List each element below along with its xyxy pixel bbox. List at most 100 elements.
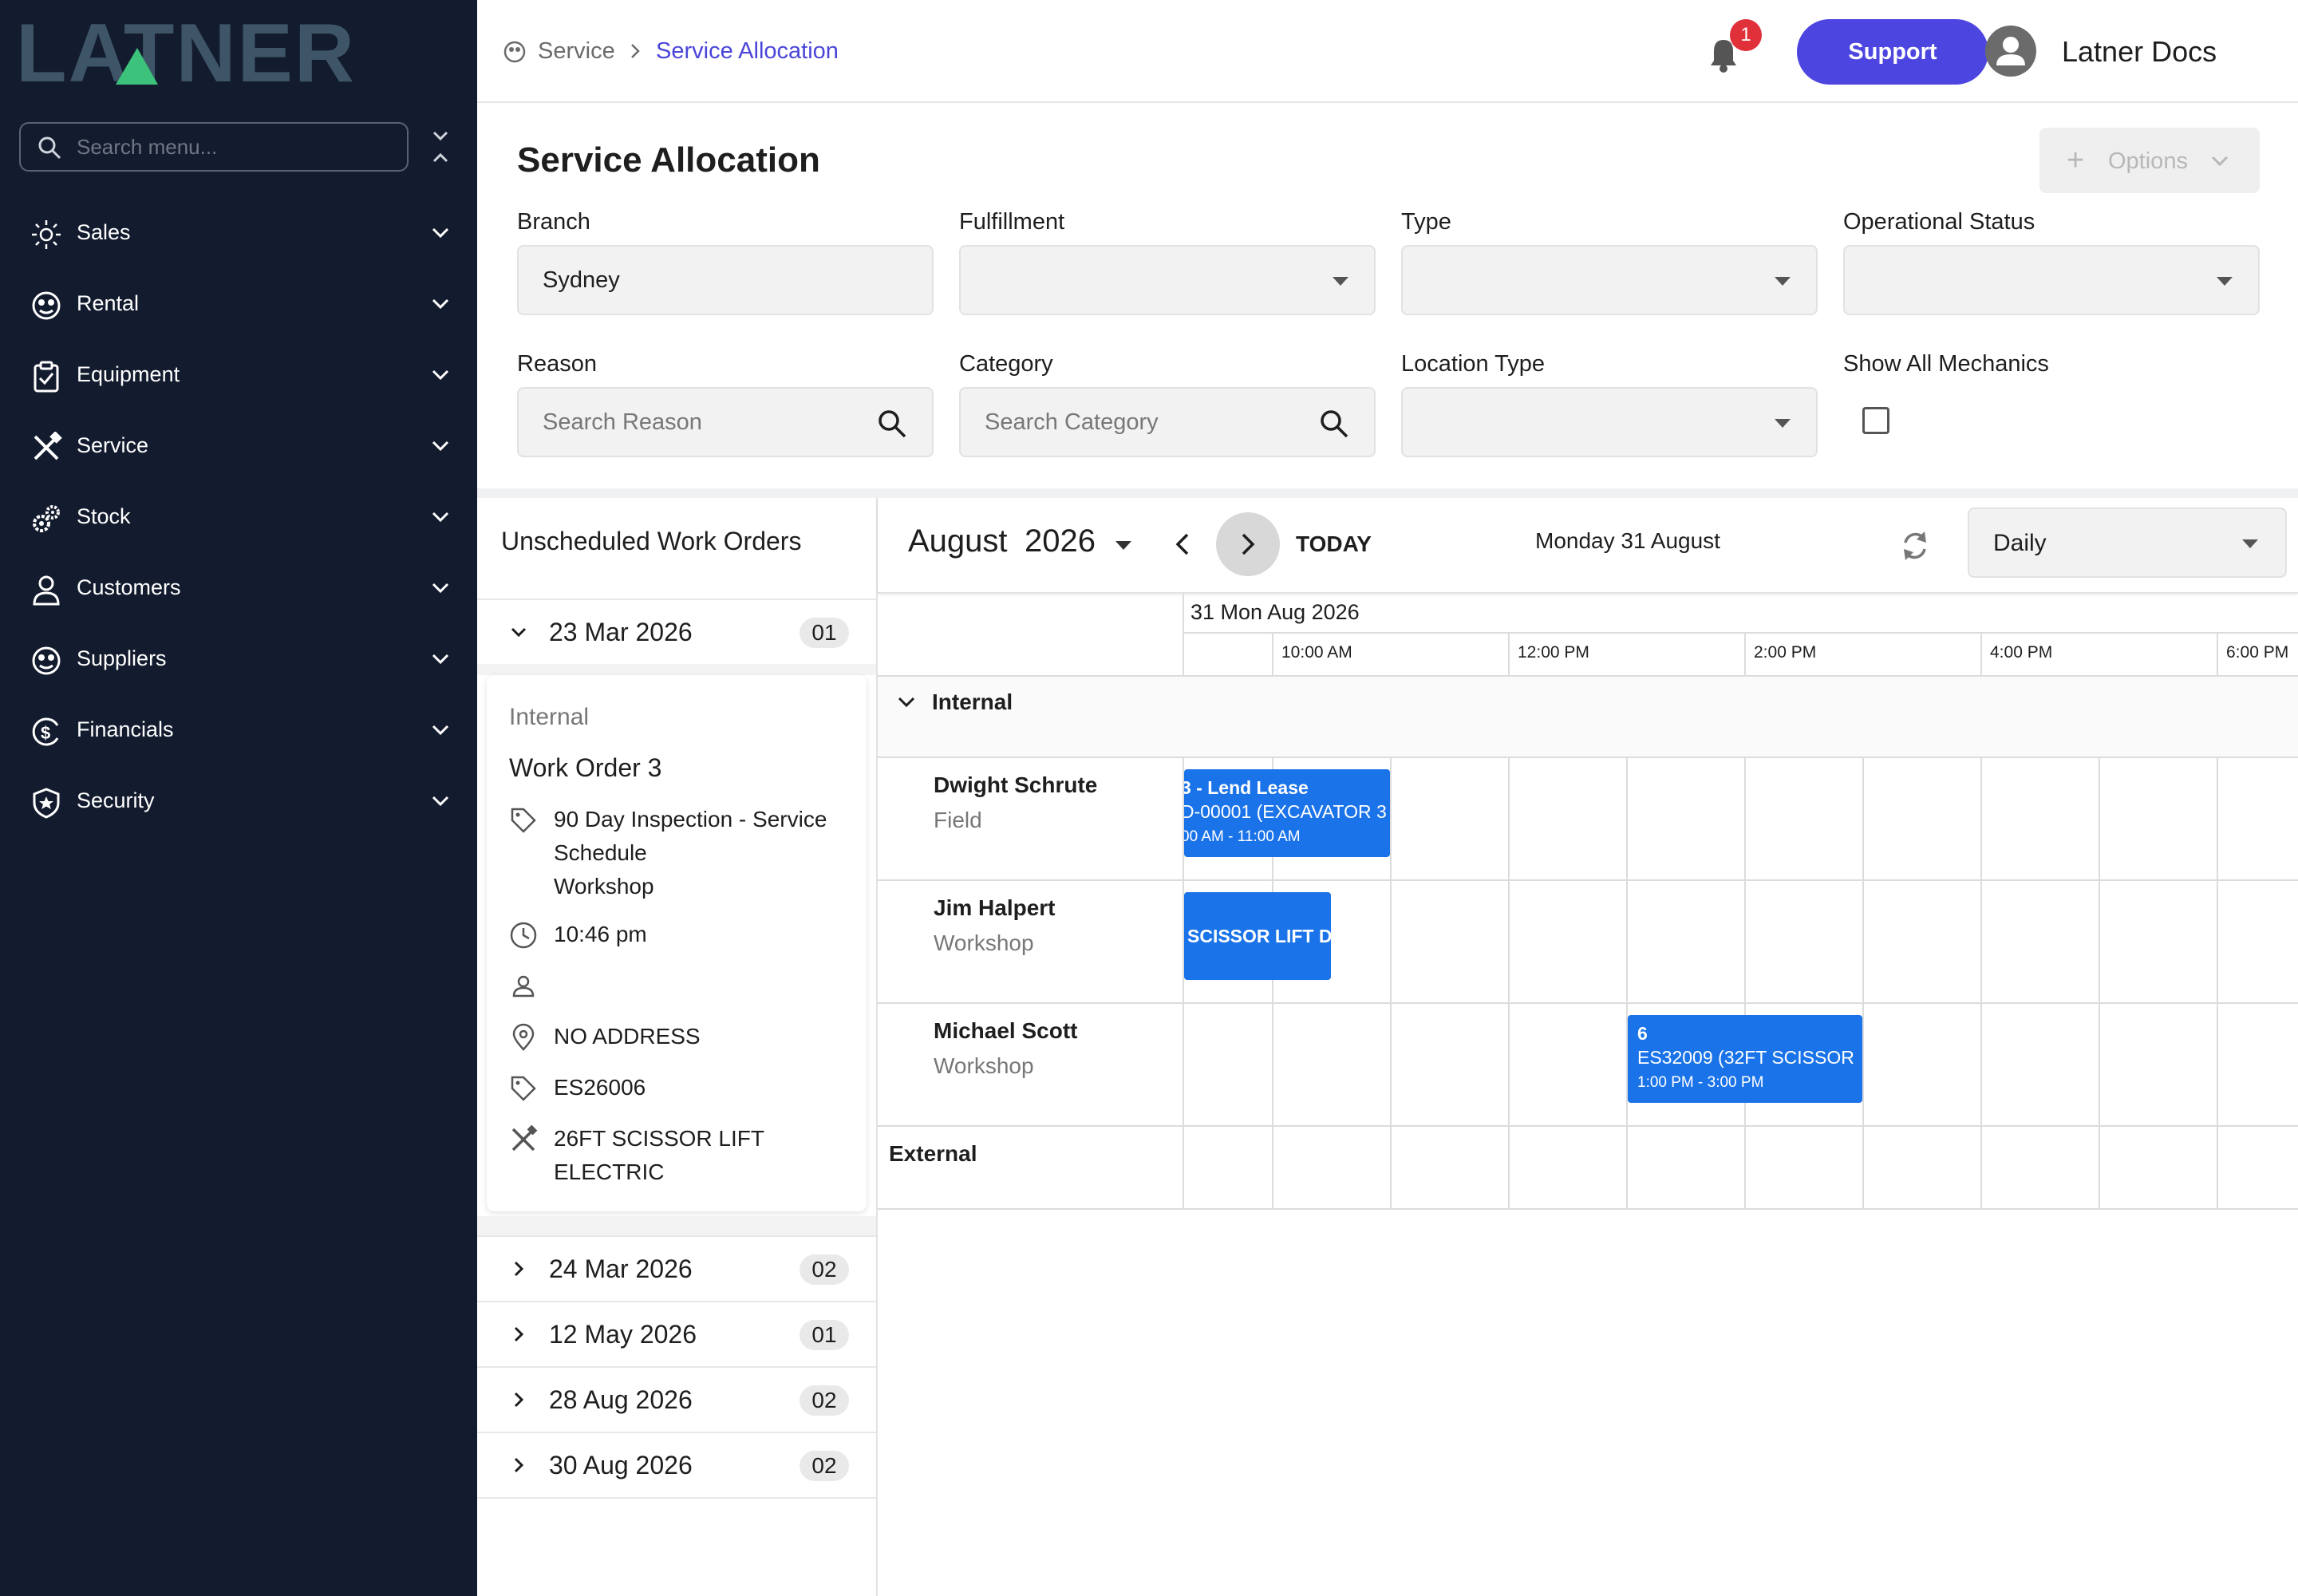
sidebar-item-sales[interactable]: Sales	[0, 204, 477, 262]
sidebar-item-label: Equipment	[77, 362, 180, 386]
breadcrumb-service[interactable]: Service	[538, 38, 615, 64]
support-button[interactable]: Support	[1797, 19, 1988, 85]
next-period-button[interactable]	[1216, 512, 1280, 576]
sidebar-item-equipment[interactable]: Equipment	[0, 346, 477, 404]
user-avatar-icon[interactable]	[1985, 26, 2036, 77]
refresh-icon[interactable]	[1897, 527, 1933, 565]
chevron-down-icon	[432, 369, 449, 381]
search-icon[interactable]	[1318, 408, 1350, 440]
fulfillment-select[interactable]	[959, 245, 1376, 315]
calendar-toolbar: August 2026 TODAY Monday 31 August Daily	[878, 498, 2298, 594]
grid-line	[1626, 675, 1628, 1208]
scheduled-event[interactable]: 6 ES32009 (32FT SCISSOR 1:00 PM - 3:00 P…	[1628, 1015, 1862, 1103]
reason-placeholder: Search Reason	[543, 409, 702, 435]
inspection-line-3: Workshop	[554, 874, 654, 899]
scheduled-event[interactable]: 3 - Lend Lease D-00001 (EXCAVATOR 3 00 A…	[1184, 769, 1390, 857]
sidebar-item-security[interactable]: Security	[0, 772, 477, 830]
today-button[interactable]: TODAY	[1296, 531, 1372, 556]
tools-icon	[511, 1125, 538, 1152]
chevron-left-icon[interactable]	[1173, 530, 1192, 559]
breadcrumb-service-allocation[interactable]: Service Allocation	[656, 38, 839, 64]
work-order-card[interactable]: Internal Work Order 3 90 Day Inspection …	[487, 675, 867, 1211]
work-order-time: 10:46 pm	[554, 922, 647, 946]
operational-status-label: Operational Status	[1843, 209, 2035, 235]
calendar-month[interactable]: August	[908, 523, 1008, 559]
rental-icon	[32, 291, 61, 320]
chevron-down-icon	[432, 440, 449, 452]
chevron-down-icon	[432, 654, 449, 665]
inspection-line-1: 90 Day Inspection - Service	[554, 807, 827, 832]
sidebar-item-financials[interactable]: $ Financials	[0, 701, 477, 759]
location-type-label: Location Type	[1401, 351, 1546, 377]
type-select[interactable]	[1401, 245, 1818, 315]
branch-value: Sydney	[543, 267, 620, 293]
inspection-line-2: Schedule	[554, 840, 647, 865]
time-label: 12:00 PM	[1518, 643, 1589, 662]
calendar-year[interactable]: 2026	[1025, 523, 1096, 559]
collapse-icon[interactable]	[428, 129, 453, 164]
mechanic-location: Workshop	[934, 930, 1034, 955]
mechanic-name: Dwight Schrute	[934, 772, 1098, 797]
sidebar-item-label: Rental	[77, 291, 140, 315]
work-order-asset-line-2: ELECTRIC	[554, 1159, 665, 1184]
work-order-date-group[interactable]: 24 Mar 2026 02	[477, 1235, 876, 1299]
card-background	[477, 1216, 876, 1235]
group-count-badge: 02	[800, 1451, 849, 1481]
work-order-asset-code: ES26006	[554, 1075, 646, 1100]
options-button[interactable]: + Options	[2039, 128, 2260, 193]
page-title: Service Allocation	[517, 140, 820, 180]
plus-icon: +	[2067, 144, 2085, 177]
service-breadcrumb-icon	[503, 41, 526, 63]
user-name[interactable]: Latner Docs	[2062, 35, 2217, 68]
time-label: 10:00 AM	[1281, 643, 1352, 662]
current-date-label: Monday 31 August	[1535, 528, 1720, 553]
work-order-date-group[interactable]: 23 Mar 2026 01	[477, 598, 876, 662]
search-icon	[38, 136, 61, 160]
work-order-date-group[interactable]: 30 Aug 2026 02	[477, 1432, 876, 1495]
event-time: 00 AM - 11:00 AM	[1184, 828, 1301, 845]
unscheduled-work-orders-panel: Unscheduled Work Orders 23 Mar 2026 01 I…	[477, 498, 878, 1596]
grid-line	[878, 675, 2298, 677]
operational-status-select[interactable]	[1843, 245, 2260, 315]
event-asset: D-00001 (EXCAVATOR 3	[1184, 801, 1387, 822]
show-all-mechanics-checkbox[interactable]	[1862, 407, 1889, 434]
sidebar-item-customers[interactable]: Customers	[0, 559, 477, 617]
sidebar-item-rental[interactable]: Rental	[0, 275, 477, 333]
bell-icon[interactable]	[1706, 35, 1741, 73]
reason-search[interactable]: Search Reason	[517, 387, 934, 457]
grid-line	[1183, 632, 2298, 634]
sidebar-item-suppliers[interactable]: Suppliers	[0, 630, 477, 688]
grid-line	[1862, 675, 1864, 1208]
sales-icon	[32, 220, 61, 249]
group-date: 24 Mar 2026	[549, 1254, 693, 1283]
view-mode-select[interactable]: Daily	[1968, 508, 2287, 578]
dropdown-arrow-icon	[2217, 277, 2233, 286]
location-type-select[interactable]	[1401, 387, 1818, 457]
menu-search-input[interactable]	[77, 128, 396, 165]
sidebar-item-stock[interactable]: Stock	[0, 488, 477, 546]
grid-line	[878, 1125, 2298, 1127]
chevron-down-icon[interactable]	[897, 694, 916, 710]
list-divider	[477, 1497, 876, 1499]
group-count-badge: 01	[800, 1320, 849, 1350]
category-search[interactable]: Search Category	[959, 387, 1376, 457]
work-order-date-group[interactable]: 12 May 2026 01	[477, 1301, 876, 1365]
mechanic-name: Jim Halpert	[934, 895, 1056, 920]
sidebar-item-label: Stock	[77, 504, 131, 528]
menu-search[interactable]	[19, 122, 409, 172]
search-icon[interactable]	[876, 408, 908, 440]
work-order-date-group[interactable]: 28 Aug 2026 02	[477, 1366, 876, 1430]
sidebar-item-label: Security	[77, 788, 155, 812]
chevron-right-icon	[631, 44, 640, 58]
sidebar-item-label: Sales	[77, 220, 131, 244]
month-dropdown-icon[interactable]	[1115, 541, 1131, 550]
scheduled-event[interactable]: SCISSOR LIFT DI	[1184, 892, 1331, 980]
person-icon	[512, 975, 535, 998]
sidebar-item-service[interactable]: Service	[0, 417, 477, 475]
branch-field[interactable]: Sydney	[517, 245, 934, 315]
dollar-icon: $	[32, 717, 59, 746]
fulfillment-label: Fulfillment	[959, 209, 1065, 235]
grid-line	[1508, 634, 1510, 1208]
chevron-down-icon	[432, 583, 449, 594]
group-count-badge: 02	[800, 1254, 849, 1285]
